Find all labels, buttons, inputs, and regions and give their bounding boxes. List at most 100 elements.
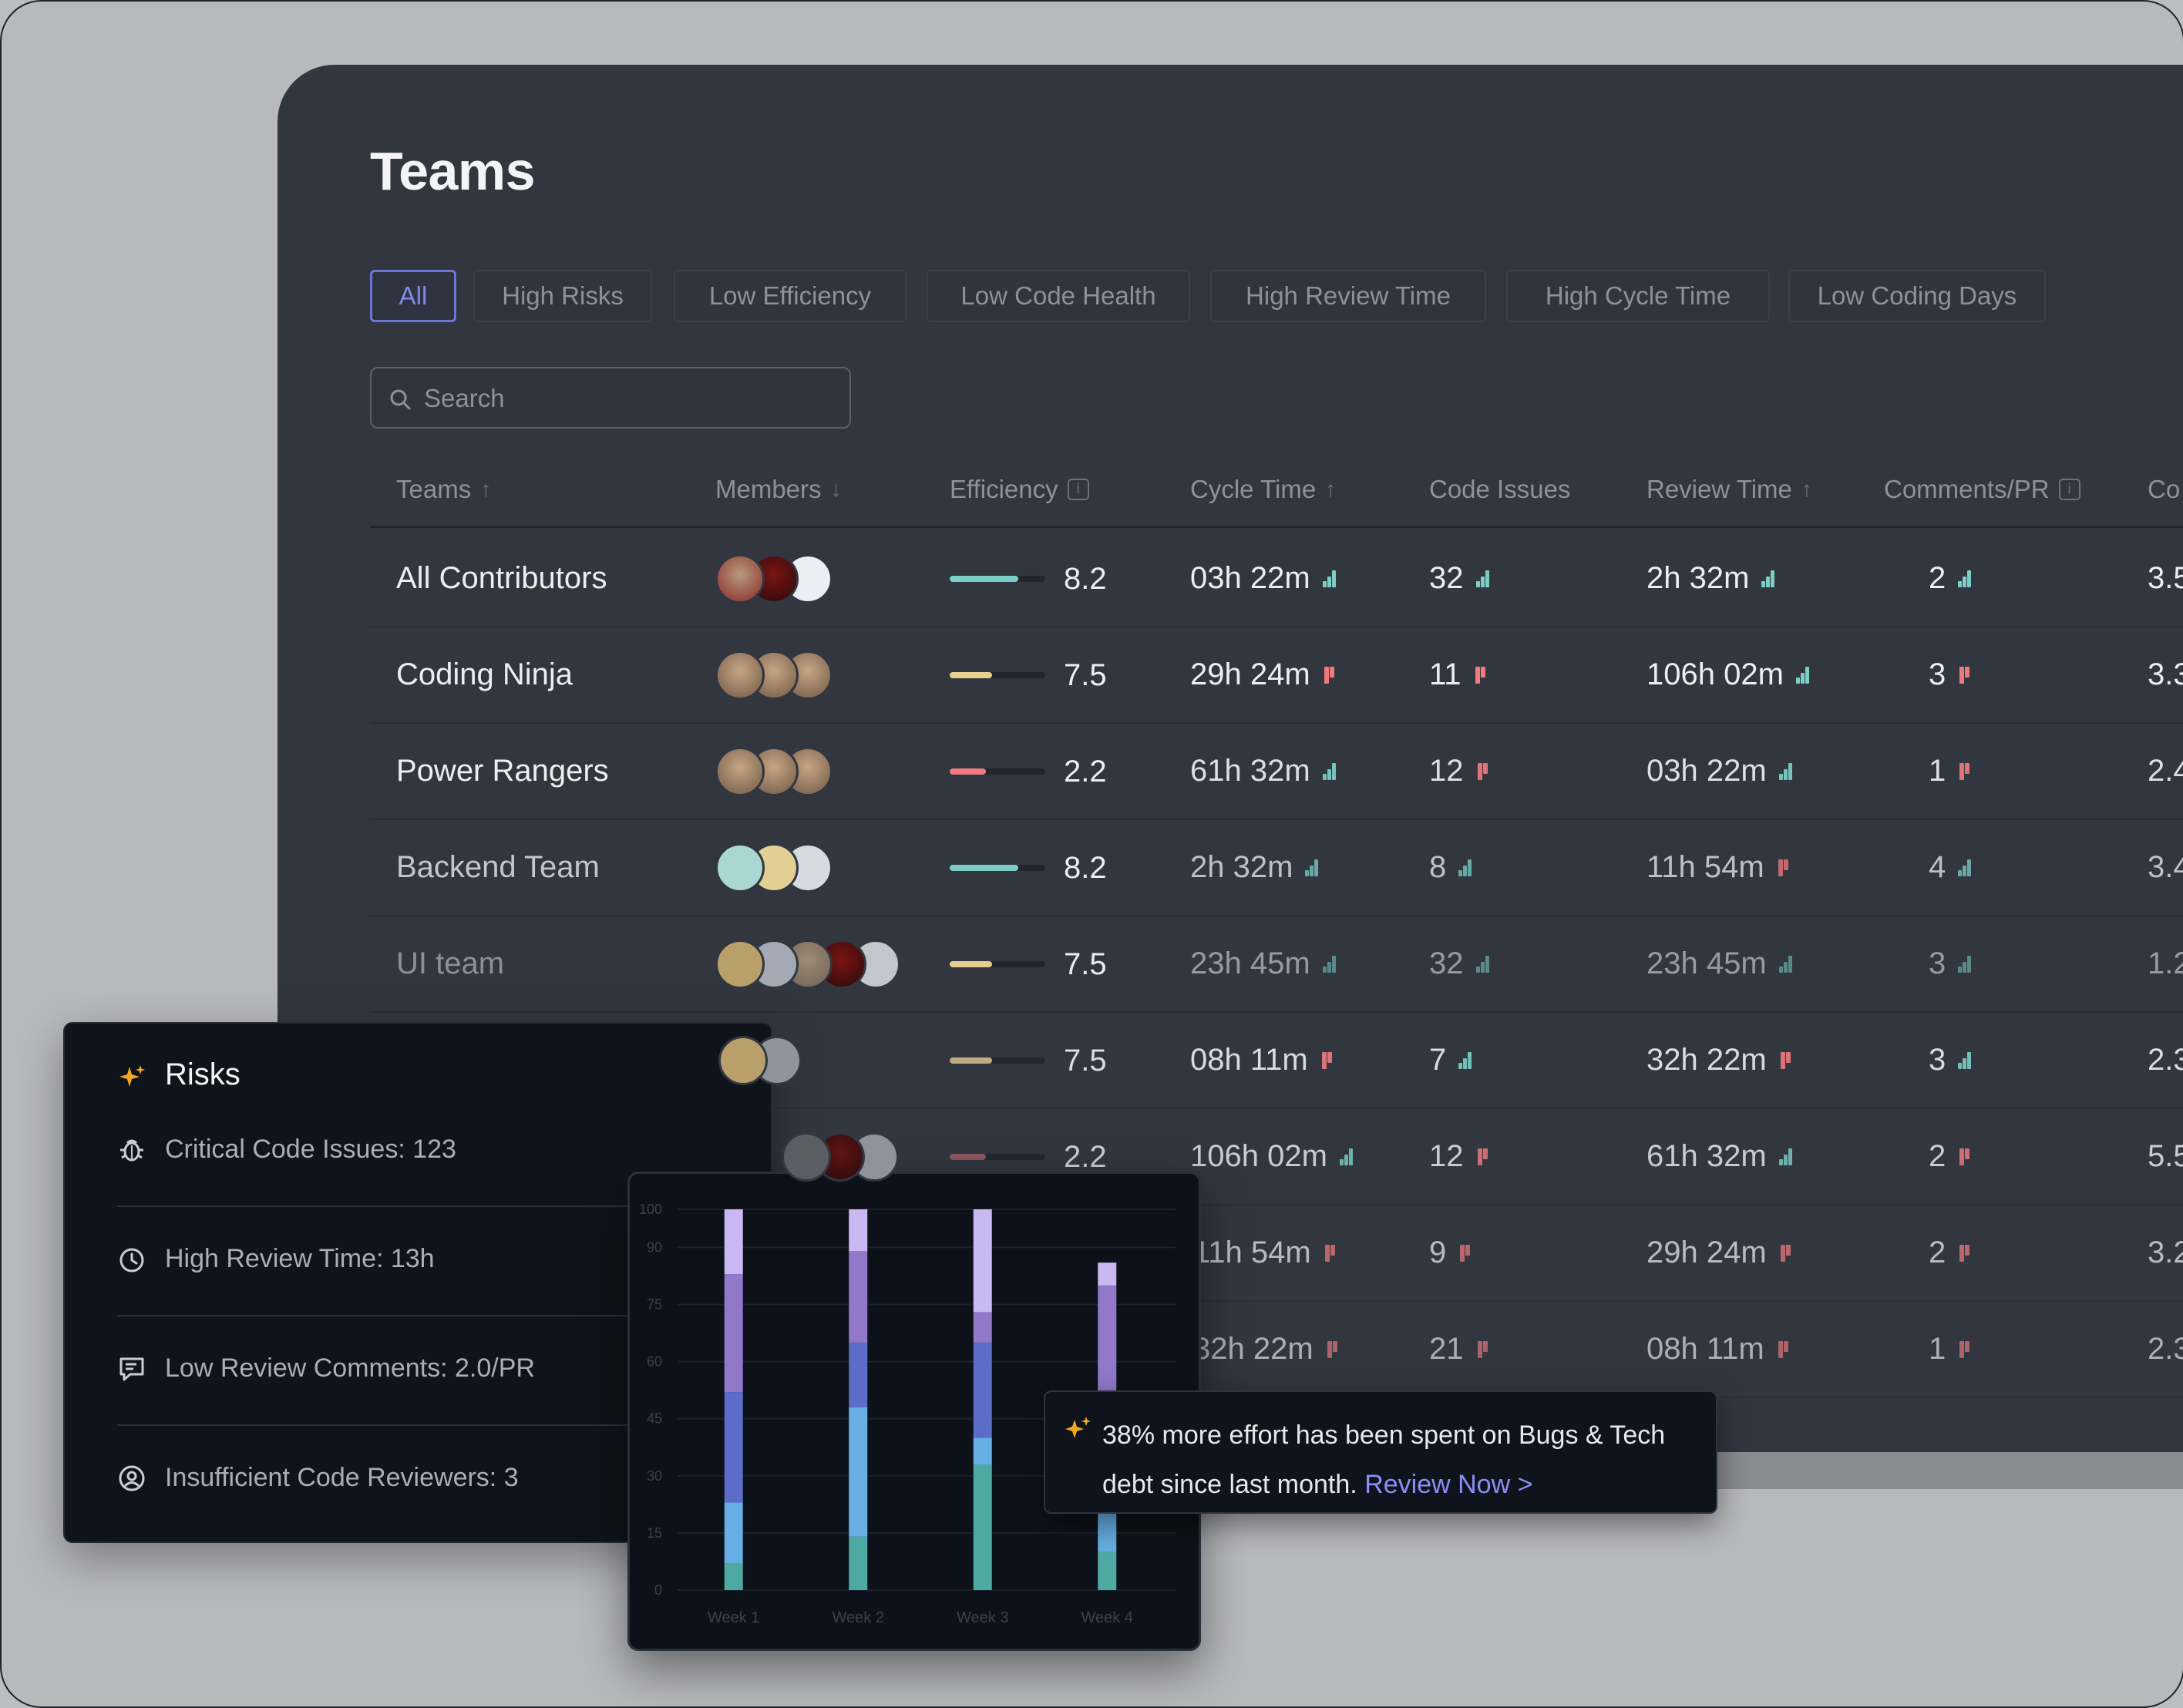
bar-segment bbox=[849, 1342, 868, 1407]
filter-high-review-time[interactable]: High Review Time bbox=[1210, 270, 1486, 322]
trend-up-icon bbox=[1778, 762, 1792, 780]
truncated-column: 2.4 bbox=[2148, 748, 2183, 795]
risk-item-code-reviewers[interactable]: Insufficient Code Reviewers: 3 bbox=[117, 1463, 519, 1493]
column-label: Comments/PR bbox=[1884, 475, 2050, 503]
member-avatars[interactable] bbox=[782, 1131, 899, 1182]
row-divider bbox=[370, 915, 2183, 916]
avatar bbox=[715, 939, 765, 989]
filter-high-cycle-time[interactable]: High Cycle Time bbox=[1506, 270, 1770, 322]
bar-segment bbox=[1098, 1552, 1117, 1590]
trend-down-icon bbox=[1476, 1148, 1488, 1165]
cycle-time: 2h 32m bbox=[1190, 845, 1319, 891]
y-tick-label: 30 bbox=[647, 1468, 662, 1484]
search-input[interactable] bbox=[422, 376, 826, 421]
column-header-teams[interactable]: Teams ↑ bbox=[396, 475, 491, 504]
trend-up-icon bbox=[1958, 570, 1972, 587]
trend-down-icon bbox=[1777, 859, 1789, 876]
truncated-column: 3.2 bbox=[2148, 1230, 2183, 1276]
trend-up-icon bbox=[1778, 1148, 1792, 1165]
team-name[interactable]: All Contributors bbox=[396, 561, 607, 595]
review-now-link[interactable]: Review Now > bbox=[1364, 1470, 1533, 1499]
filter-high-risks[interactable]: High Risks bbox=[473, 270, 652, 322]
truncated-column-value: 3.4 bbox=[2148, 850, 2183, 884]
efficiency-value: 2.2 bbox=[1064, 754, 1107, 788]
member-avatars[interactable] bbox=[715, 553, 832, 604]
column-header-review-time[interactable]: Review Time ↑ bbox=[1646, 475, 1812, 504]
bar-segment bbox=[849, 1209, 868, 1252]
review-time: 23h 45m bbox=[1646, 941, 1792, 987]
efficiency-bar-fill bbox=[950, 575, 1018, 582]
column-header-comments-pr[interactable]: Comments/PR i bbox=[1884, 475, 2080, 504]
column-label: Co bbox=[2148, 475, 2181, 503]
x-tick-label: Week 2 bbox=[832, 1609, 884, 1626]
efficiency-bar bbox=[950, 864, 1045, 871]
cycle-time-value: 32h 22m bbox=[1193, 1332, 1314, 1366]
filter-low-coding-days[interactable]: Low Coding Days bbox=[1788, 270, 2046, 322]
team-name[interactable]: Backend Team bbox=[396, 850, 600, 884]
comments-per-pr-value: 4 bbox=[1929, 850, 1946, 884]
member-avatars[interactable] bbox=[715, 650, 832, 700]
comments-per-pr-value: 2 bbox=[1929, 1139, 1946, 1173]
comments-per-pr: 3 bbox=[1929, 652, 1970, 698]
efficiency-bar bbox=[950, 768, 1045, 775]
member-avatars[interactable] bbox=[715, 746, 832, 796]
code-issues: 32 bbox=[1429, 556, 1489, 602]
trend-down-icon bbox=[1323, 666, 1335, 684]
efficiency-value: 8.2 bbox=[1064, 850, 1107, 885]
member-avatars[interactable] bbox=[715, 939, 900, 989]
clock-icon bbox=[119, 1248, 144, 1272]
trend-down-icon bbox=[1958, 762, 1970, 780]
risk-item-review-comments[interactable]: Low Review Comments: 2.0/PR bbox=[117, 1353, 535, 1384]
column-header-code-issues[interactable]: Code Issues bbox=[1429, 475, 1570, 504]
cycle-time-value: 23h 45m bbox=[1190, 946, 1310, 980]
team-name[interactable]: Coding Ninja bbox=[396, 657, 574, 691]
trend-down-icon bbox=[1779, 1244, 1791, 1262]
risk-divider bbox=[117, 1205, 657, 1207]
info-icon[interactable]: i bbox=[2058, 479, 2080, 500]
trend-down-icon bbox=[1958, 1340, 1970, 1358]
column-header-members[interactable]: Members ↓ bbox=[715, 475, 842, 504]
team-name[interactable]: Power Rangers bbox=[396, 754, 609, 788]
filter-low-efficiency[interactable]: Low Efficiency bbox=[674, 270, 906, 322]
column-label: Review Time bbox=[1646, 475, 1792, 503]
search-box[interactable] bbox=[370, 367, 851, 429]
insight-tooltip: 38% more effort has been spent on Bugs &… bbox=[1044, 1390, 1717, 1514]
risk-item-code-issues[interactable]: Critical Code Issues: 123 bbox=[117, 1135, 456, 1165]
row-divider bbox=[370, 626, 2183, 627]
row-divider bbox=[370, 1011, 2183, 1013]
risk-label: Insufficient Code Reviewers: 3 bbox=[165, 1463, 519, 1492]
cycle-time-value: 11h 54m bbox=[1193, 1236, 1311, 1269]
bar-segment bbox=[849, 1251, 868, 1343]
member-avatars[interactable] bbox=[718, 1035, 802, 1085]
risk-item-review-time[interactable]: High Review Time: 13h bbox=[117, 1244, 435, 1274]
team-name[interactable]: UI team bbox=[396, 946, 505, 980]
truncated-column-value: 2.3 bbox=[2148, 1043, 2183, 1077]
column-header-truncated[interactable]: Co bbox=[2148, 475, 2180, 504]
y-tick-label: 90 bbox=[647, 1239, 662, 1255]
row-divider bbox=[370, 1300, 2183, 1302]
bar-segment bbox=[973, 1342, 992, 1438]
sort-arrow-icon: ↑ bbox=[1325, 477, 1337, 501]
bar-segment bbox=[973, 1464, 992, 1590]
sparkle-icon bbox=[119, 1065, 145, 1087]
filter-low-code-health[interactable]: Low Code Health bbox=[927, 270, 1190, 322]
column-header-efficiency[interactable]: Efficiency i bbox=[950, 475, 1089, 504]
filter-all[interactable]: All bbox=[370, 270, 456, 322]
efficiency-value: 7.5 bbox=[1064, 946, 1107, 981]
avatar bbox=[782, 1131, 831, 1182]
column-label: Efficiency bbox=[950, 475, 1058, 503]
trend-down-icon bbox=[1958, 1148, 1970, 1165]
trend-up-icon bbox=[1322, 762, 1336, 780]
review-time-value: 32h 22m bbox=[1646, 1043, 1767, 1077]
column-header-cycle-time[interactable]: Cycle Time ↑ bbox=[1190, 475, 1336, 504]
trend-down-icon bbox=[1458, 1244, 1471, 1262]
tooltip-text: 38% more effort has been spent on Bugs &… bbox=[1102, 1421, 1666, 1499]
code-issues: 21 bbox=[1429, 1326, 1488, 1373]
code-issues-value: 8 bbox=[1429, 850, 1447, 884]
code-issues: 12 bbox=[1429, 1134, 1488, 1180]
info-icon[interactable]: i bbox=[1067, 479, 1089, 500]
member-avatars[interactable] bbox=[715, 842, 832, 893]
bar-segment bbox=[724, 1273, 743, 1393]
code-issues: 32 bbox=[1429, 941, 1489, 987]
cycle-time-value: 61h 32m bbox=[1190, 754, 1310, 788]
